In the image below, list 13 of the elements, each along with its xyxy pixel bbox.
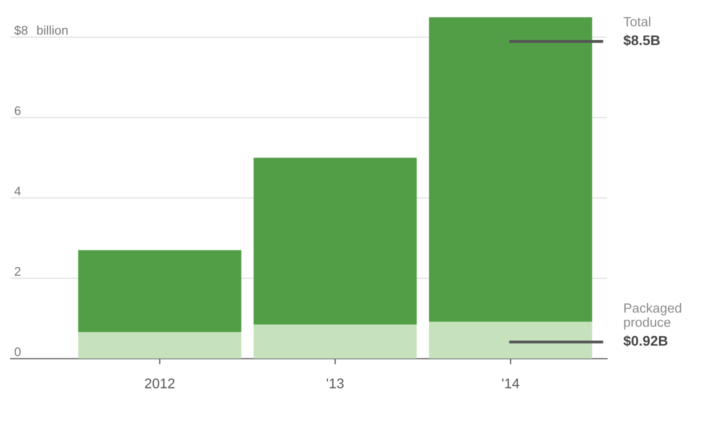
y-tick-label: $8 (14, 25, 28, 36)
y-tick-label: 2 (14, 266, 20, 276)
y-tick-label: 6 (14, 106, 21, 116)
y-tick-label: 4 (14, 186, 21, 196)
text: $8.5B (623, 34, 660, 46)
x-tick-label: '14 (502, 378, 520, 388)
text: Total (624, 16, 650, 26)
text: Packaged produce (624, 303, 682, 330)
y-axis-title: billion (37, 26, 68, 35)
y-tick-label: 0 (14, 347, 21, 356)
text: $0.92B (623, 335, 668, 347)
x-tick-label: 2012 (145, 378, 175, 388)
x-tick-label: '13 (326, 378, 344, 388)
